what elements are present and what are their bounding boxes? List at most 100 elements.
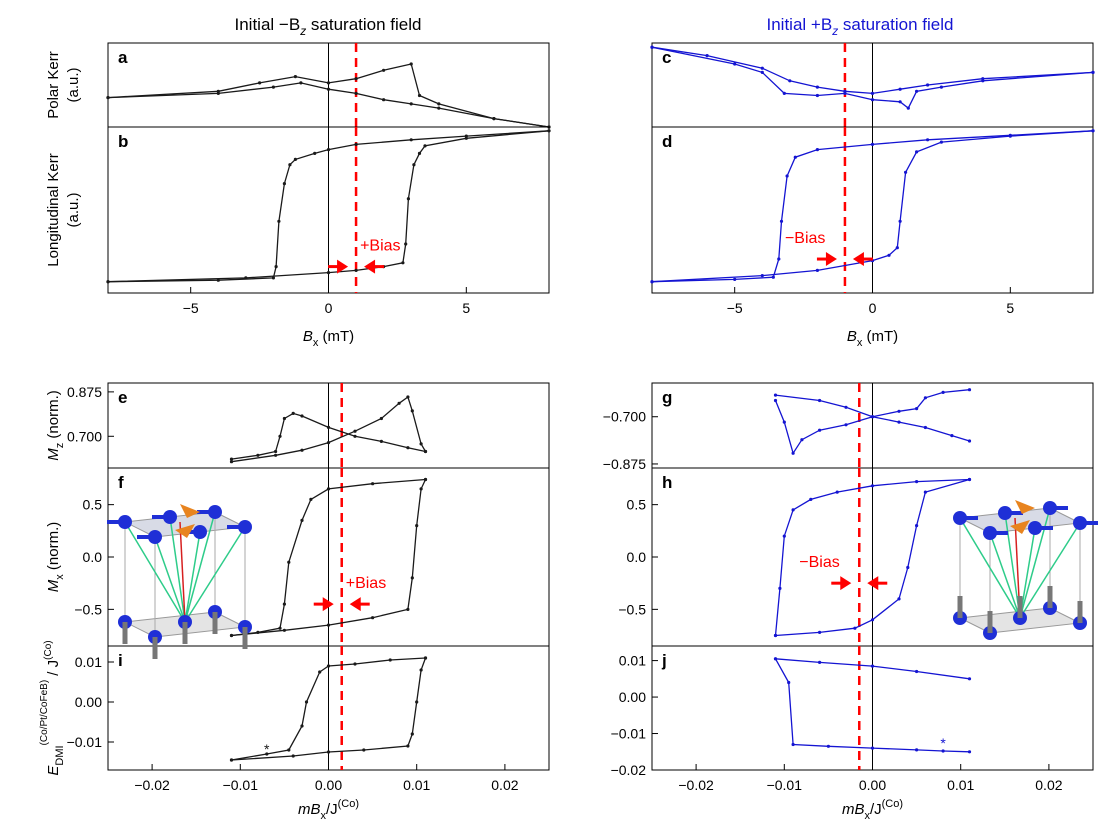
series-line-a-2 — [107, 63, 550, 128]
data-point-a-1 — [437, 106, 441, 110]
exchange-bond — [154, 536, 186, 623]
data-point-j-2 — [967, 750, 972, 754]
panel-letter-f: f — [118, 473, 124, 492]
data-point-c-1 — [788, 79, 792, 83]
x-axis-label-sup: (Co) — [338, 798, 359, 810]
x-tick-label: −5 — [727, 300, 743, 316]
x-axis-label-main: mB — [298, 801, 321, 818]
data-point-i-1 — [318, 670, 322, 674]
data-point-h-2 — [773, 633, 778, 638]
data-point-b-2 — [354, 268, 358, 272]
bias-arrow-right-h-head — [867, 576, 879, 591]
data-point-d-2 — [650, 280, 654, 284]
data-point-b-1 — [409, 138, 413, 142]
data-point-j-2 — [941, 749, 945, 753]
data-point-h-1 — [835, 490, 839, 494]
x-axis-label-main: mB — [842, 801, 865, 818]
data-point-i-2 — [229, 758, 234, 762]
x-axis-label-sup: (Co) — [882, 798, 903, 810]
data-point-e-1 — [291, 411, 295, 415]
data-point-c-2 — [898, 100, 902, 104]
y-tick-label: −0.5 — [618, 601, 646, 617]
data-point-e-2 — [326, 441, 331, 445]
x-axis-label-unit: /J — [326, 801, 338, 818]
data-point-a-2 — [409, 62, 413, 66]
data-point-h-1 — [809, 497, 813, 501]
data-point-f-1 — [309, 497, 313, 501]
data-point-g-1 — [773, 393, 778, 397]
bias-arrow-left-f-head — [322, 597, 334, 612]
data-point-d-1 — [815, 148, 820, 152]
data-point-c-2 — [760, 70, 764, 74]
x-tick-label: −5 — [183, 300, 199, 316]
data-point-i-2 — [406, 744, 410, 748]
data-point-e-1 — [326, 425, 331, 429]
y-axis-label-unit: / J — [45, 660, 62, 680]
dmi-bond — [179, 521, 186, 623]
data-point-g-2 — [782, 420, 786, 424]
left-column-title: Initial −Bz saturation field — [235, 15, 422, 38]
data-point-g-2 — [870, 415, 875, 419]
data-point-j-2 — [826, 744, 831, 748]
data-point-j-1 — [967, 677, 972, 681]
data-point-e-1 — [406, 446, 410, 450]
data-point-b-1 — [274, 265, 278, 269]
bias-label-d: −Bias — [785, 230, 825, 247]
data-point-d-1 — [779, 219, 784, 223]
x-tick-label: 0.02 — [491, 777, 518, 793]
x-tick-label: 0.00 — [315, 777, 342, 793]
data-point-a-1 — [382, 98, 386, 102]
data-point-b-2 — [401, 261, 405, 265]
data-point-f-1 — [371, 482, 375, 486]
data-point-b-2 — [423, 144, 427, 148]
data-point-e-1 — [379, 439, 383, 443]
data-point-g-2 — [818, 428, 822, 432]
data-point-d-1 — [733, 277, 737, 281]
data-point-c-1 — [760, 66, 764, 70]
y-tick-label: −0.700 — [603, 409, 646, 425]
y-tick-label: −0.01 — [67, 734, 103, 750]
data-point-a-1 — [409, 102, 413, 106]
x-tick-label: 5 — [1006, 300, 1014, 316]
star-marker-j: * — [940, 735, 946, 751]
y-axis-label-b: Longitudinal Kerr (a.u.) — [45, 153, 82, 266]
x-tick-label: 0.01 — [947, 777, 974, 793]
data-point-h-1 — [778, 586, 782, 591]
panel-letter-j: j — [661, 651, 667, 670]
data-point-g-2 — [897, 409, 901, 413]
x-axis-label-i: mBx/J(Co) — [298, 798, 359, 822]
y-axis-label-main: M — [45, 579, 62, 592]
data-point-d-2 — [904, 170, 908, 174]
data-point-b-1 — [216, 278, 220, 282]
panel-letter-a: a — [118, 48, 128, 67]
series-line-d-2 — [651, 130, 1094, 283]
x-axis-label-d: Bx (mT) — [847, 328, 898, 349]
data-point-d-2 — [1008, 134, 1012, 138]
data-point-e-2 — [423, 449, 428, 454]
exchange-bond — [124, 521, 186, 623]
data-point-g-1 — [967, 439, 972, 443]
data-point-b-1 — [293, 157, 297, 161]
data-point-g-2 — [773, 398, 778, 403]
x-tick-label: 5 — [462, 300, 470, 316]
panel-g: g −0.875 −0.700 — [603, 382, 1094, 472]
y-axis-label-sub: x — [54, 574, 66, 580]
spin-lattice-illustration — [953, 500, 1098, 640]
panel-letter-d: d — [662, 132, 672, 151]
data-point-f-1 — [287, 560, 291, 564]
data-point-b-1 — [282, 182, 286, 186]
data-point-e-2 — [379, 416, 383, 421]
data-point-e-1 — [282, 416, 286, 421]
bias-arrow-right-d-head — [852, 252, 864, 267]
data-point-h-2 — [897, 597, 901, 601]
x-axis-label-main: B — [847, 328, 857, 345]
data-point-d-2 — [895, 246, 899, 250]
data-point-c-2 — [815, 93, 820, 98]
data-point-b-2 — [406, 197, 410, 201]
data-point-g-2 — [941, 390, 945, 394]
data-point-g-2 — [791, 451, 795, 455]
data-point-b-1 — [271, 276, 275, 280]
data-point-j-2 — [773, 657, 778, 661]
exchange-bond — [184, 526, 246, 623]
